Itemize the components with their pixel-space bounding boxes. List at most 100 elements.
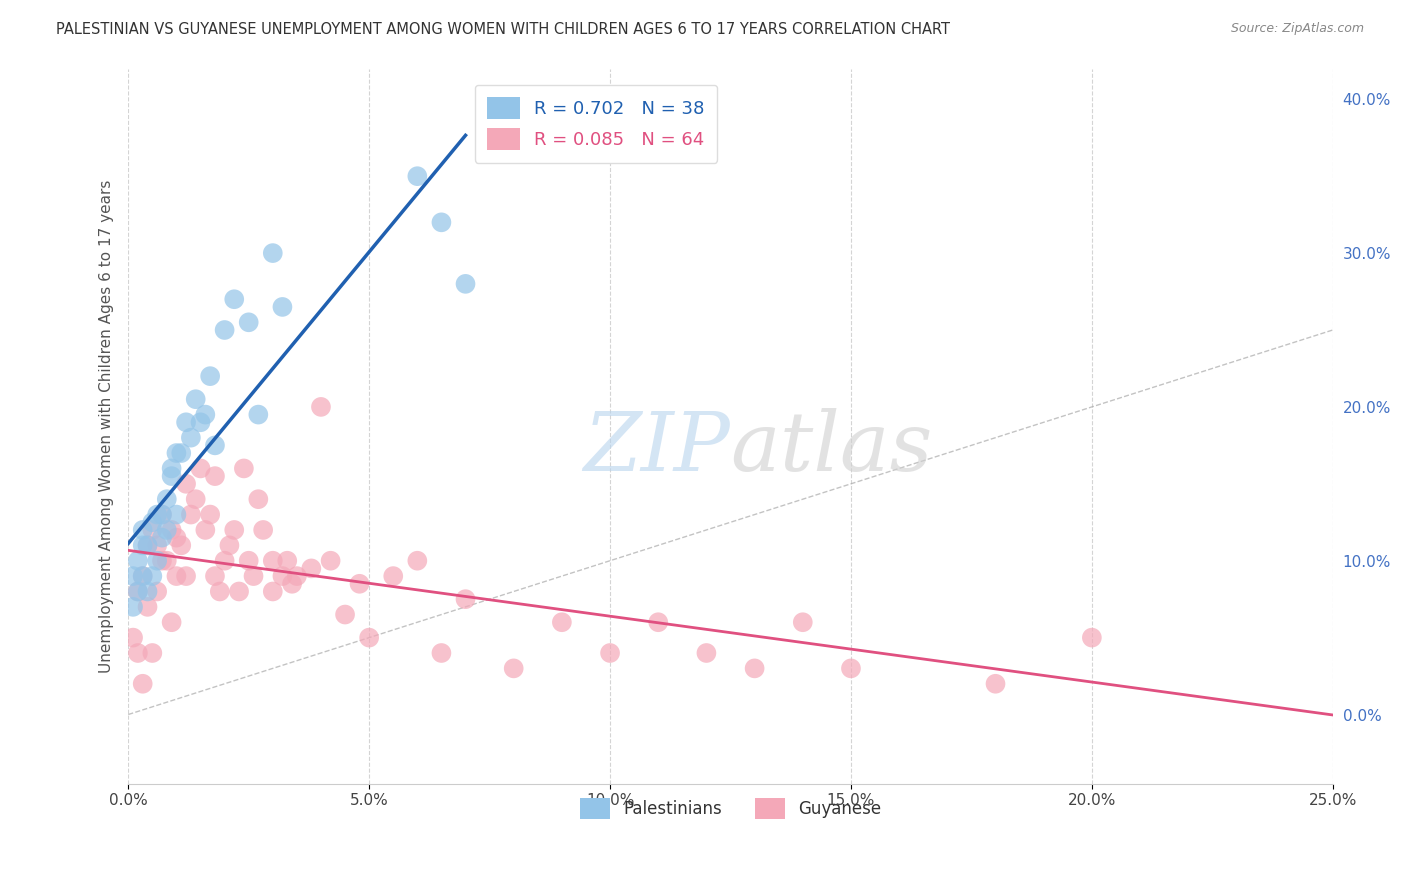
Point — [262, 246, 284, 260]
Point — [122, 599, 145, 614]
Point — [146, 554, 169, 568]
Text: atlas: atlas — [731, 408, 934, 488]
Text: PALESTINIAN VS GUYANESE UNEMPLOYMENT AMONG WOMEN WITH CHILDREN AGES 6 TO 17 YEAR: PALESTINIAN VS GUYANESE UNEMPLOYMENT AMO… — [56, 22, 950, 37]
Point — [131, 523, 153, 537]
Point — [122, 569, 145, 583]
Point — [247, 492, 270, 507]
Point — [359, 631, 381, 645]
Point — [647, 615, 669, 630]
Point — [136, 584, 159, 599]
Point — [276, 554, 298, 568]
Point — [160, 461, 183, 475]
Point — [141, 523, 163, 537]
Point — [146, 538, 169, 552]
Point — [184, 492, 207, 507]
Point — [141, 646, 163, 660]
Point — [170, 446, 193, 460]
Point — [252, 523, 274, 537]
Point — [224, 292, 246, 306]
Point — [160, 523, 183, 537]
Point — [180, 508, 202, 522]
Point — [319, 554, 342, 568]
Point — [160, 469, 183, 483]
Point — [551, 615, 574, 630]
Point — [174, 415, 197, 429]
Point — [349, 576, 371, 591]
Point — [160, 615, 183, 630]
Point — [218, 538, 240, 552]
Point — [174, 569, 197, 583]
Point — [271, 300, 294, 314]
Point — [136, 538, 159, 552]
Point — [744, 661, 766, 675]
Point — [382, 569, 405, 583]
Point — [214, 323, 236, 337]
Y-axis label: Unemployment Among Women with Children Ages 6 to 17 years: Unemployment Among Women with Children A… — [100, 179, 114, 673]
Point — [190, 415, 212, 429]
Point — [599, 646, 621, 660]
Point — [228, 584, 250, 599]
Point — [430, 215, 453, 229]
Point — [127, 554, 149, 568]
Point — [150, 554, 173, 568]
Point — [502, 661, 524, 675]
Point — [194, 408, 217, 422]
Point — [156, 554, 179, 568]
Point — [839, 661, 862, 675]
Point — [165, 508, 187, 522]
Point — [131, 677, 153, 691]
Point — [136, 538, 159, 552]
Point — [454, 592, 477, 607]
Point — [194, 523, 217, 537]
Point — [146, 508, 169, 522]
Point — [281, 576, 304, 591]
Point — [204, 469, 226, 483]
Point — [198, 508, 221, 522]
Legend: Palestinians, Guyanese: Palestinians, Guyanese — [572, 792, 889, 825]
Point — [430, 646, 453, 660]
Point — [271, 569, 294, 583]
Point — [141, 515, 163, 529]
Point — [146, 584, 169, 599]
Point — [127, 584, 149, 599]
Point — [224, 523, 246, 537]
Point — [131, 538, 153, 552]
Point — [165, 569, 187, 583]
Point — [792, 615, 814, 630]
Point — [406, 554, 429, 568]
Point — [136, 599, 159, 614]
Point — [174, 476, 197, 491]
Text: ZIP: ZIP — [583, 408, 731, 488]
Point — [150, 531, 173, 545]
Point — [454, 277, 477, 291]
Point — [242, 569, 264, 583]
Point — [141, 569, 163, 583]
Point — [208, 584, 231, 599]
Point — [238, 315, 260, 329]
Point — [150, 508, 173, 522]
Point — [127, 584, 149, 599]
Point — [262, 584, 284, 599]
Point — [406, 169, 429, 184]
Point — [204, 438, 226, 452]
Point — [695, 646, 717, 660]
Point — [150, 508, 173, 522]
Point — [232, 461, 254, 475]
Point — [127, 646, 149, 660]
Point — [214, 554, 236, 568]
Point — [299, 561, 322, 575]
Point — [122, 631, 145, 645]
Point — [1081, 631, 1104, 645]
Point — [156, 492, 179, 507]
Point — [156, 523, 179, 537]
Point — [131, 569, 153, 583]
Point — [247, 408, 270, 422]
Point — [190, 461, 212, 475]
Point — [262, 554, 284, 568]
Point — [285, 569, 308, 583]
Point — [184, 392, 207, 407]
Point — [170, 538, 193, 552]
Point — [204, 569, 226, 583]
Point — [165, 446, 187, 460]
Point — [180, 431, 202, 445]
